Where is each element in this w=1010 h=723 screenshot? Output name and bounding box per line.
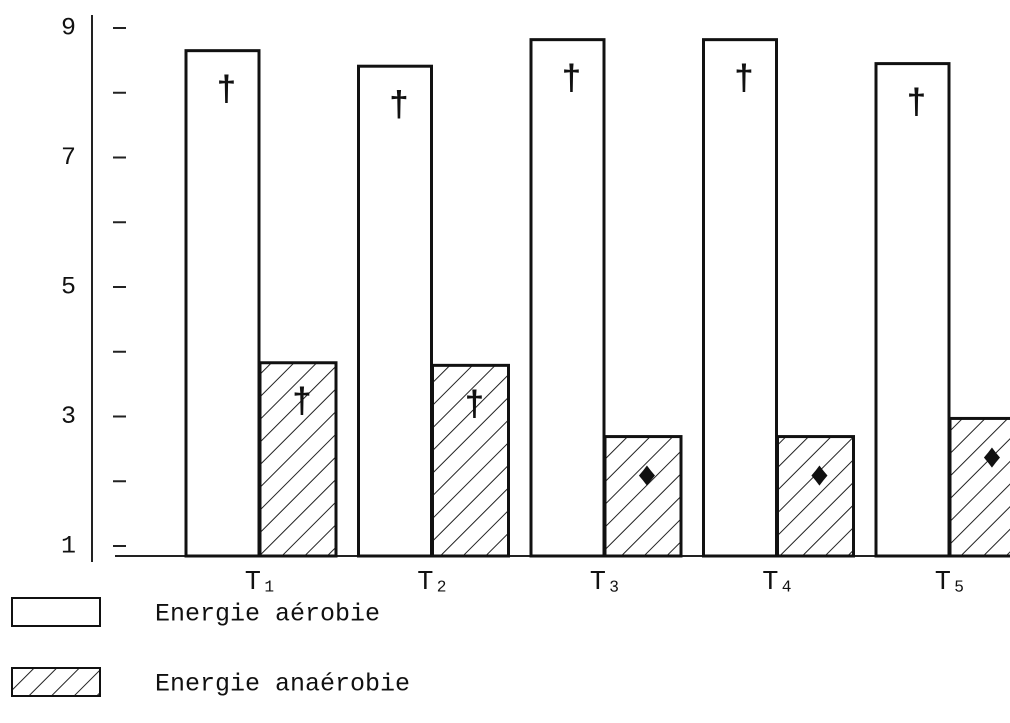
x-tick-label: T₁ (245, 568, 277, 598)
y-tick-label: 5 (61, 273, 76, 302)
legend-label: Energie anaérobie (155, 670, 410, 699)
bar-marker: † (389, 88, 409, 126)
legend-swatch (11, 597, 101, 627)
bar-marker: † (906, 86, 926, 124)
x-tick-label: T₅ (935, 568, 967, 598)
bar (603, 435, 683, 558)
bar (184, 49, 261, 558)
bar (357, 64, 433, 558)
y-tick-label: 3 (61, 402, 76, 431)
legend-label: Energie aérobie (155, 600, 380, 629)
bar (874, 62, 951, 558)
bar-marker: † (734, 62, 754, 100)
bar (258, 361, 338, 558)
bar-marker: † (216, 73, 236, 111)
bar (529, 38, 606, 558)
x-tick-label: T₂ (417, 568, 449, 598)
legend-swatch (11, 667, 101, 697)
bar-marker: † (561, 62, 581, 100)
y-tick-label: 1 (61, 532, 76, 561)
bar (431, 363, 510, 558)
bar-marker: † (292, 385, 312, 423)
x-tick-label: T₄ (762, 568, 794, 598)
y-tick-label: 9 (61, 14, 76, 43)
y-tick-label: 7 (61, 143, 76, 172)
bar-marker: † (464, 387, 484, 425)
x-tick-label: T₃ (590, 568, 622, 598)
bar (702, 38, 778, 558)
bar-marker: ♦ (809, 459, 829, 497)
bar (948, 416, 1010, 558)
bar-marker: ♦ (982, 440, 1002, 478)
bar (776, 435, 855, 558)
bar-marker: ♦ (637, 459, 657, 497)
